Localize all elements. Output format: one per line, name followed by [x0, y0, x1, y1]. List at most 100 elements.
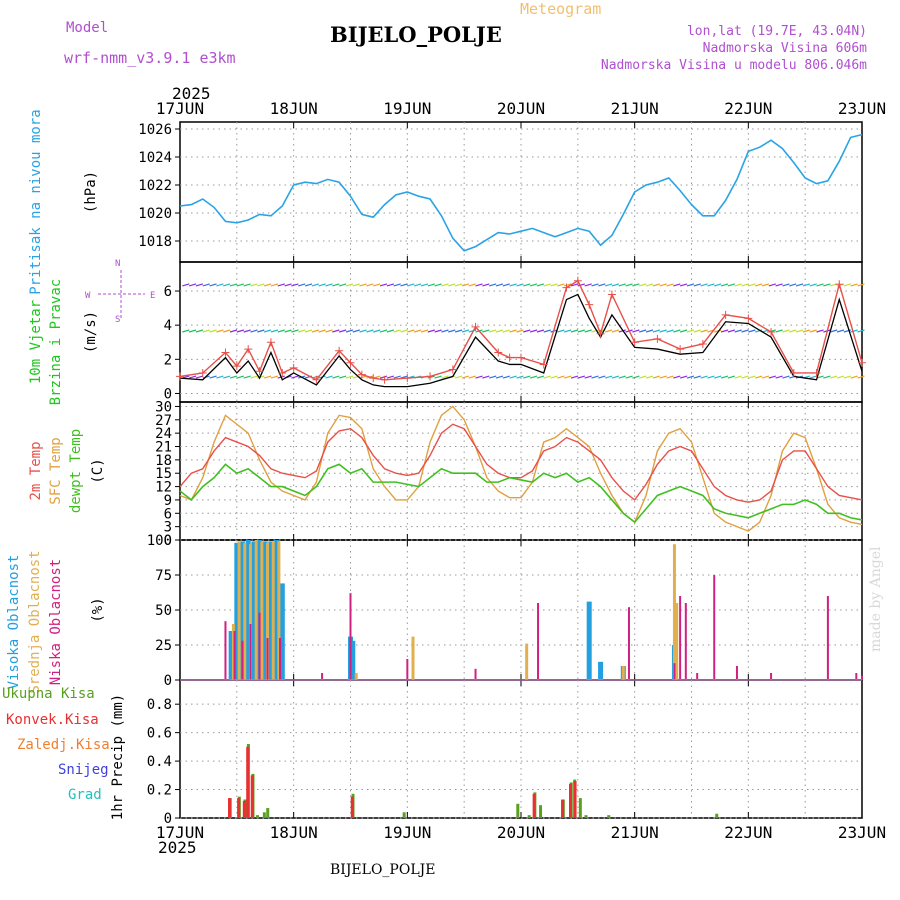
wind-barb: [461, 283, 470, 287]
cloud-bar: [598, 661, 604, 680]
wind-unit: (m/s): [83, 311, 99, 353]
wind-barb: [448, 329, 456, 333]
wind-speed-line: [179, 293, 863, 388]
wind-barb: [686, 283, 695, 287]
wind-barb: [216, 283, 224, 287]
model-altitude-text: Nadmorska Visina u modelu 806.046m: [600, 58, 867, 73]
wind-barb: [604, 375, 613, 379]
gust-marker: [244, 345, 253, 354]
panel-frame: [179, 401, 863, 541]
wind-barb: [243, 283, 251, 287]
wind-barb: [325, 283, 333, 287]
y-tick-label: 15: [155, 466, 172, 482]
wind-barb: [782, 329, 790, 333]
precip-bar: [237, 798, 241, 818]
cloud-bar: [266, 638, 269, 680]
x-tick-label: 21JUN: [611, 99, 659, 118]
cloud-unit: (%): [90, 597, 106, 622]
wind-barb: [454, 283, 463, 287]
cloud-bar: [274, 540, 280, 680]
wind-barb: [475, 283, 483, 287]
pressure-unit: (hPa): [83, 171, 99, 213]
wind-barb: [645, 329, 654, 333]
cloud-bar: [675, 603, 679, 680]
gust-marker: [312, 375, 321, 384]
wind-barb: [393, 375, 401, 379]
cloud-bar: [245, 540, 251, 680]
gust-marker: [278, 368, 287, 377]
wind-barb: [345, 329, 354, 333]
precip-legend-item: Ukupna Kisa: [2, 686, 95, 702]
wind-barb: [666, 375, 674, 379]
wind-barb: [543, 329, 551, 333]
cloud-bar: [411, 636, 415, 680]
wind-barb: [741, 329, 749, 333]
y-tick-label: 25: [155, 638, 172, 654]
lonlat-text: lon,lat (19.7E, 43.04N): [686, 24, 867, 39]
wind-barb: [338, 283, 347, 287]
wind-barb: [850, 375, 858, 379]
cloud-bar: [354, 673, 358, 680]
wind-barb: [489, 375, 497, 379]
wind-barb: [263, 329, 272, 333]
cloud-bar: [243, 542, 247, 680]
cloud-bar: [537, 603, 540, 680]
wind-barb: [188, 283, 197, 287]
wind-barb: [679, 375, 688, 379]
wind-barb: [714, 283, 722, 287]
cloud-bar: [474, 668, 477, 680]
wind-barb: [195, 375, 204, 379]
wind-barb: [850, 329, 858, 333]
cloud-bar: [258, 612, 261, 680]
wind-barb: [693, 283, 701, 287]
wind-barb: [400, 283, 408, 287]
wind-barb: [795, 283, 804, 287]
wind-barb: [652, 283, 661, 287]
wind-barb: [707, 283, 715, 287]
gust-marker: [426, 372, 435, 381]
wind-barb: [536, 283, 545, 287]
wind-barb: [639, 283, 647, 287]
x-tick-label: 19JUN: [383, 99, 431, 118]
wind-barb: [557, 329, 565, 333]
model-label: Model: [66, 20, 109, 36]
y-tick-label: 1026: [138, 122, 172, 138]
precip-bar: [262, 812, 266, 818]
wind-barb: [516, 375, 524, 379]
wind-barb: [550, 375, 558, 379]
wind-barb: [625, 375, 633, 379]
wind-barb: [734, 283, 742, 287]
y-tick-label: 3: [164, 520, 172, 536]
wind-barb: [502, 375, 510, 379]
gust-marker: [698, 339, 707, 348]
wind-barb: [557, 283, 565, 287]
wind-barb: [420, 283, 429, 287]
gust-marker: [721, 310, 730, 319]
wind-barb: [448, 283, 456, 287]
wind-barb: [441, 329, 449, 333]
wind-barb: [543, 283, 551, 287]
wind-barb: [748, 283, 756, 287]
wind-barb: [761, 283, 770, 287]
precip-legend-item: Zaledj.Kisa: [17, 737, 110, 753]
precip-bar: [715, 813, 719, 818]
wind-barb: [836, 329, 845, 333]
wind-barb: [373, 283, 381, 287]
compass-s: S: [115, 315, 120, 325]
pressure-axis-title: Pritisak na nivou mora: [28, 109, 44, 294]
wind-barb: [407, 283, 415, 287]
wind-barb: [727, 375, 736, 379]
precip-bar: [584, 815, 588, 818]
y-tick-label: 0: [164, 533, 172, 549]
wind-barb: [782, 283, 790, 287]
wind-barb: [304, 283, 313, 287]
wind-barb: [325, 329, 333, 333]
precip-bar: [250, 775, 254, 818]
y-tick-label: 1020: [138, 206, 172, 222]
wind-barb: [352, 283, 360, 287]
wind-barb: [577, 283, 585, 287]
wind-barb: [700, 329, 708, 333]
wind-barb: [263, 375, 272, 379]
precip-bar: [246, 746, 250, 818]
precip-legend-item: Konvek.Kisa: [6, 712, 99, 728]
